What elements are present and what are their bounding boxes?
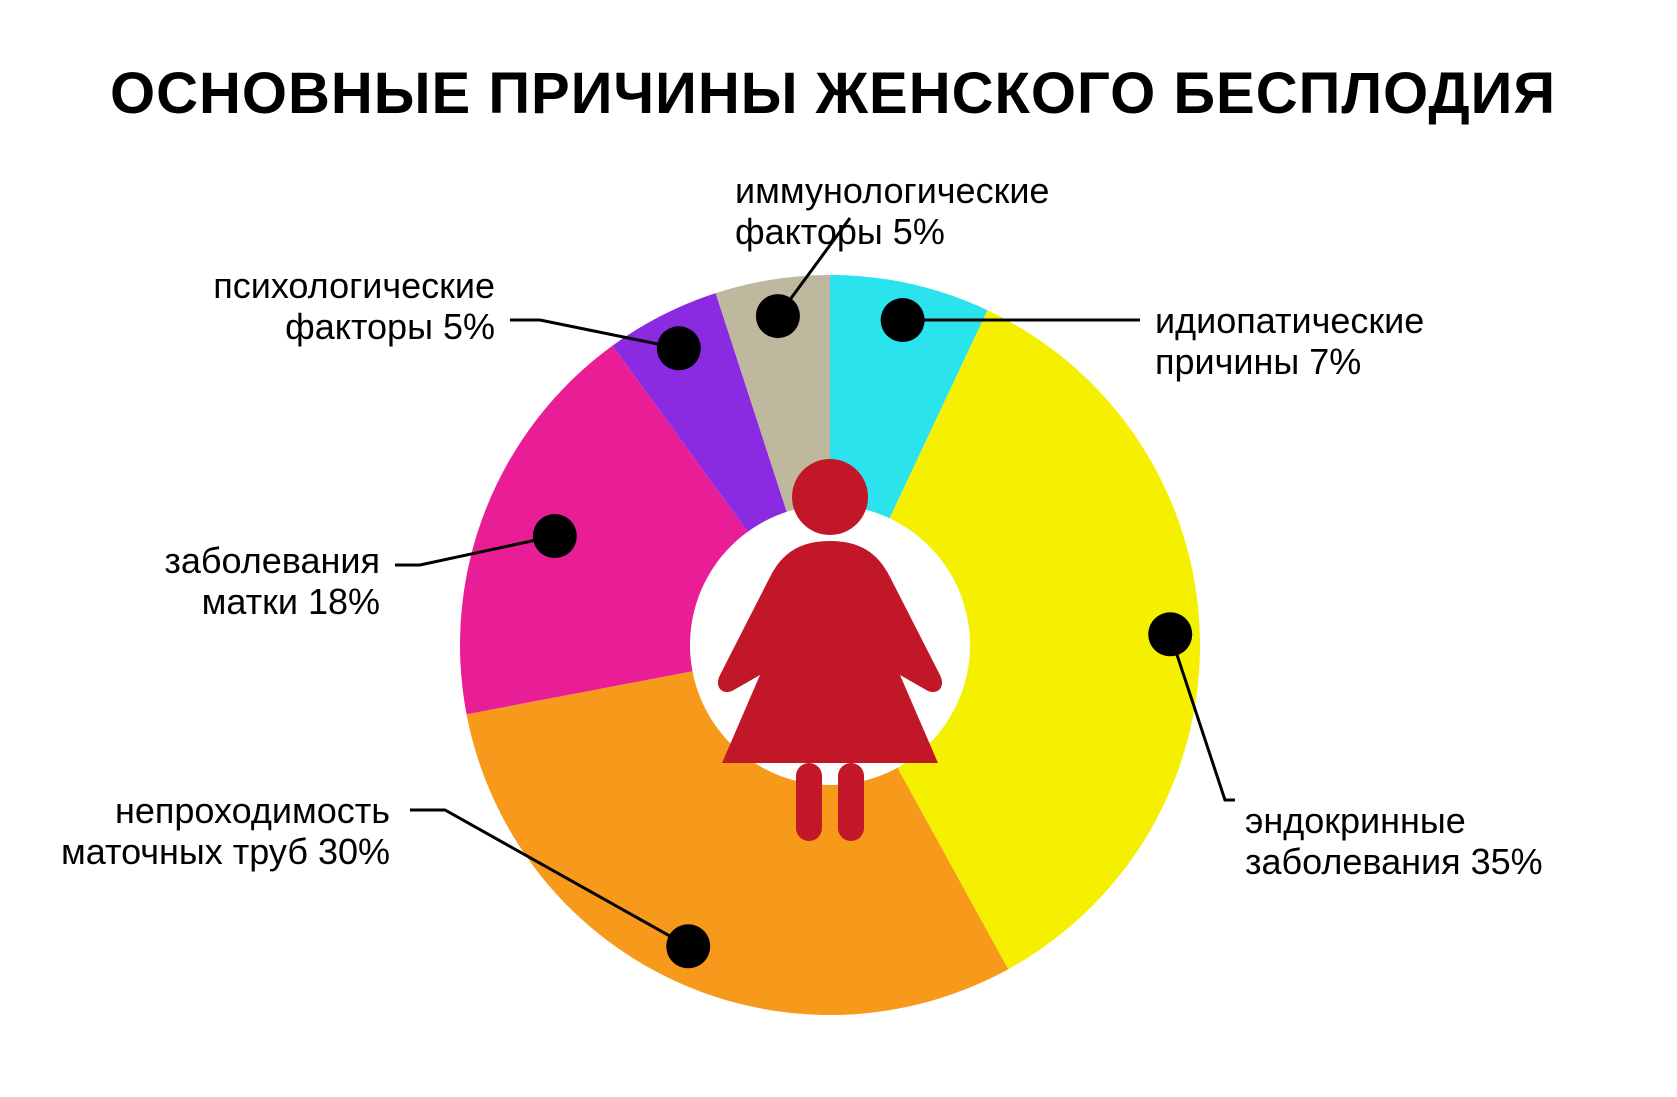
leader-dot-idiopathic: [881, 298, 925, 342]
slice-label-idiopathic: идиопатические причины 7%: [1155, 300, 1424, 383]
slice-label-psychological: психологические факторы 5%: [213, 265, 495, 348]
slice-label-endocrine: эндокринные заболевания 35%: [1245, 800, 1543, 883]
leader-dot-psychological: [657, 326, 701, 370]
leader-dot-immunological: [756, 294, 800, 338]
leader-dot-tubal: [666, 924, 710, 968]
leader-dot-uterine: [533, 514, 577, 558]
leader-dot-endocrine: [1148, 612, 1192, 656]
infographic-root: ОСНОВНЫЕ ПРИЧИНЫ ЖЕНСКОГО БЕСПЛОДИЯ идио…: [0, 0, 1677, 1097]
slice-label-tubal: непроходимость маточных труб 30%: [61, 790, 390, 873]
slice-label-uterine: заболевания матки 18%: [164, 540, 380, 623]
slice-label-immunological: иммунологические факторы 5%: [735, 170, 1049, 253]
